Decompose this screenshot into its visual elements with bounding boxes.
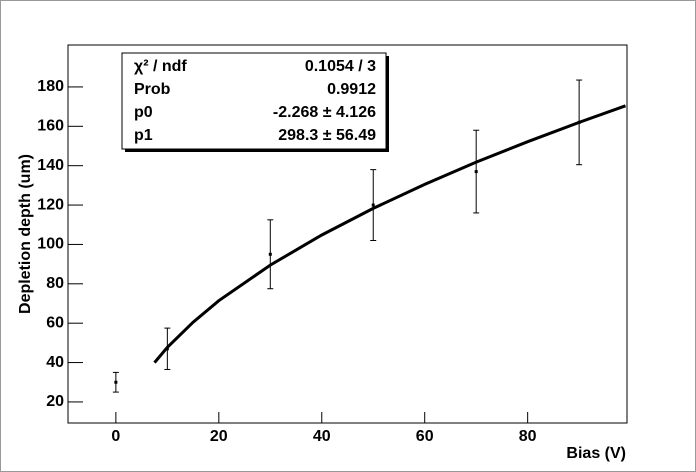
stats-label: p0: [134, 104, 153, 121]
y-tick-label: 180: [37, 78, 64, 95]
y-axis-title: Depletion depth (um): [17, 154, 34, 314]
y-tick-label: 120: [37, 196, 64, 213]
fit-curve: [153, 104, 627, 364]
x-tick-label: 80: [519, 428, 537, 445]
stats-label: χ² / ndf: [134, 58, 187, 75]
stats-label: Prob: [134, 81, 171, 98]
y-tick-label: 80: [46, 275, 64, 292]
x-tick-label: 20: [210, 428, 228, 445]
x-tick-label: 60: [416, 428, 434, 445]
point: [268, 252, 272, 256]
x-tick-label: 0: [111, 428, 120, 445]
y-tick-label: 160: [37, 118, 64, 135]
y-tick-label: 60: [46, 314, 64, 331]
stats-value: 298.3 ± 56.49: [278, 127, 376, 144]
stats-label: p1: [134, 127, 153, 144]
x-axis-title: Bias (V): [566, 445, 626, 462]
x-tick-label: 40: [313, 428, 331, 445]
point: [114, 380, 118, 384]
y-tick-label: 40: [46, 354, 64, 371]
stats-value: 0.1054 / 3: [305, 58, 376, 75]
stats-value: 0.9912: [327, 81, 376, 98]
y-tick-label: 100: [37, 236, 64, 253]
y-tick-label: 20: [46, 393, 64, 410]
stats-value: -2.268 ± 4.126: [273, 104, 376, 121]
point: [474, 170, 478, 174]
point: [371, 203, 375, 207]
stats-box: [121, 52, 387, 150]
y-tick-label: 140: [37, 157, 64, 174]
